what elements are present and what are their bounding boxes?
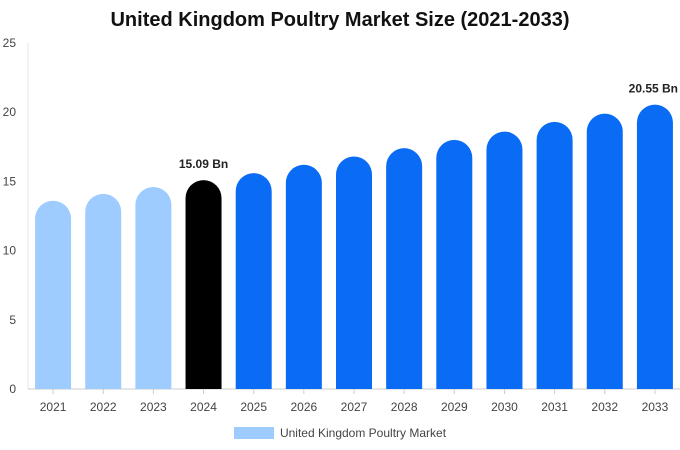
bars <box>35 104 673 390</box>
x-tick-label: 2033 <box>642 400 669 414</box>
x-tick-label: 2022 <box>90 400 117 414</box>
x-axis: 2021 2022 2023 2024 2025 2026 2027 2028 2029 2030… <box>28 388 680 414</box>
y-tick-label: 20 <box>3 105 17 119</box>
y-tick-label: 0 <box>9 382 16 396</box>
legend-swatch <box>233 427 274 439</box>
bar-2025 <box>235 173 272 389</box>
legend: United Kingdom Poultry Market <box>0 426 680 440</box>
bar-2029 <box>436 139 473 389</box>
y-tick-label: 10 <box>3 244 17 258</box>
x-tick-label: 2029 <box>441 400 468 414</box>
x-tick-label: 2030 <box>491 400 518 414</box>
bar-2030 <box>486 131 523 390</box>
bar-2032 <box>586 113 623 390</box>
x-tick-label: 2021 <box>40 400 67 414</box>
chart-title: United Kingdom Poultry Market Size (2021… <box>110 9 570 31</box>
x-tick-label: 2025 <box>240 400 267 414</box>
bar-2021 <box>35 200 72 389</box>
y-tick-label: 15 <box>3 174 17 188</box>
y-tick-label: 25 <box>3 36 17 50</box>
x-tick-label: 2026 <box>290 400 317 414</box>
bar-2023 <box>135 186 172 389</box>
y-axis: 0 5 10 15 20 25 <box>3 36 29 396</box>
bar-2027 <box>336 156 372 389</box>
bar-2022 <box>85 193 122 389</box>
x-tick-label: 2028 <box>391 400 418 414</box>
x-tick-label: 2027 <box>341 400 368 414</box>
x-tick-label: 2031 <box>541 400 568 414</box>
x-tick-label: 2023 <box>140 400 167 414</box>
data-label-2024: 15.09 Bn <box>179 157 228 171</box>
bar-2028 <box>386 148 423 389</box>
data-labels: 15.09 Bn 20.55 Bn <box>179 82 678 172</box>
y-tick-label: 5 <box>9 313 16 327</box>
legend-label: United Kingdom Poultry Market <box>279 426 447 440</box>
x-tick-label: 2032 <box>591 400 618 414</box>
bar-2031 <box>536 121 573 389</box>
bar-2026 <box>285 164 322 389</box>
bar-2024 <box>185 180 222 389</box>
data-label-2033: 20.55 Bn <box>629 82 678 96</box>
bar-2033 <box>636 104 673 389</box>
x-tick-label: 2024 <box>190 400 217 414</box>
